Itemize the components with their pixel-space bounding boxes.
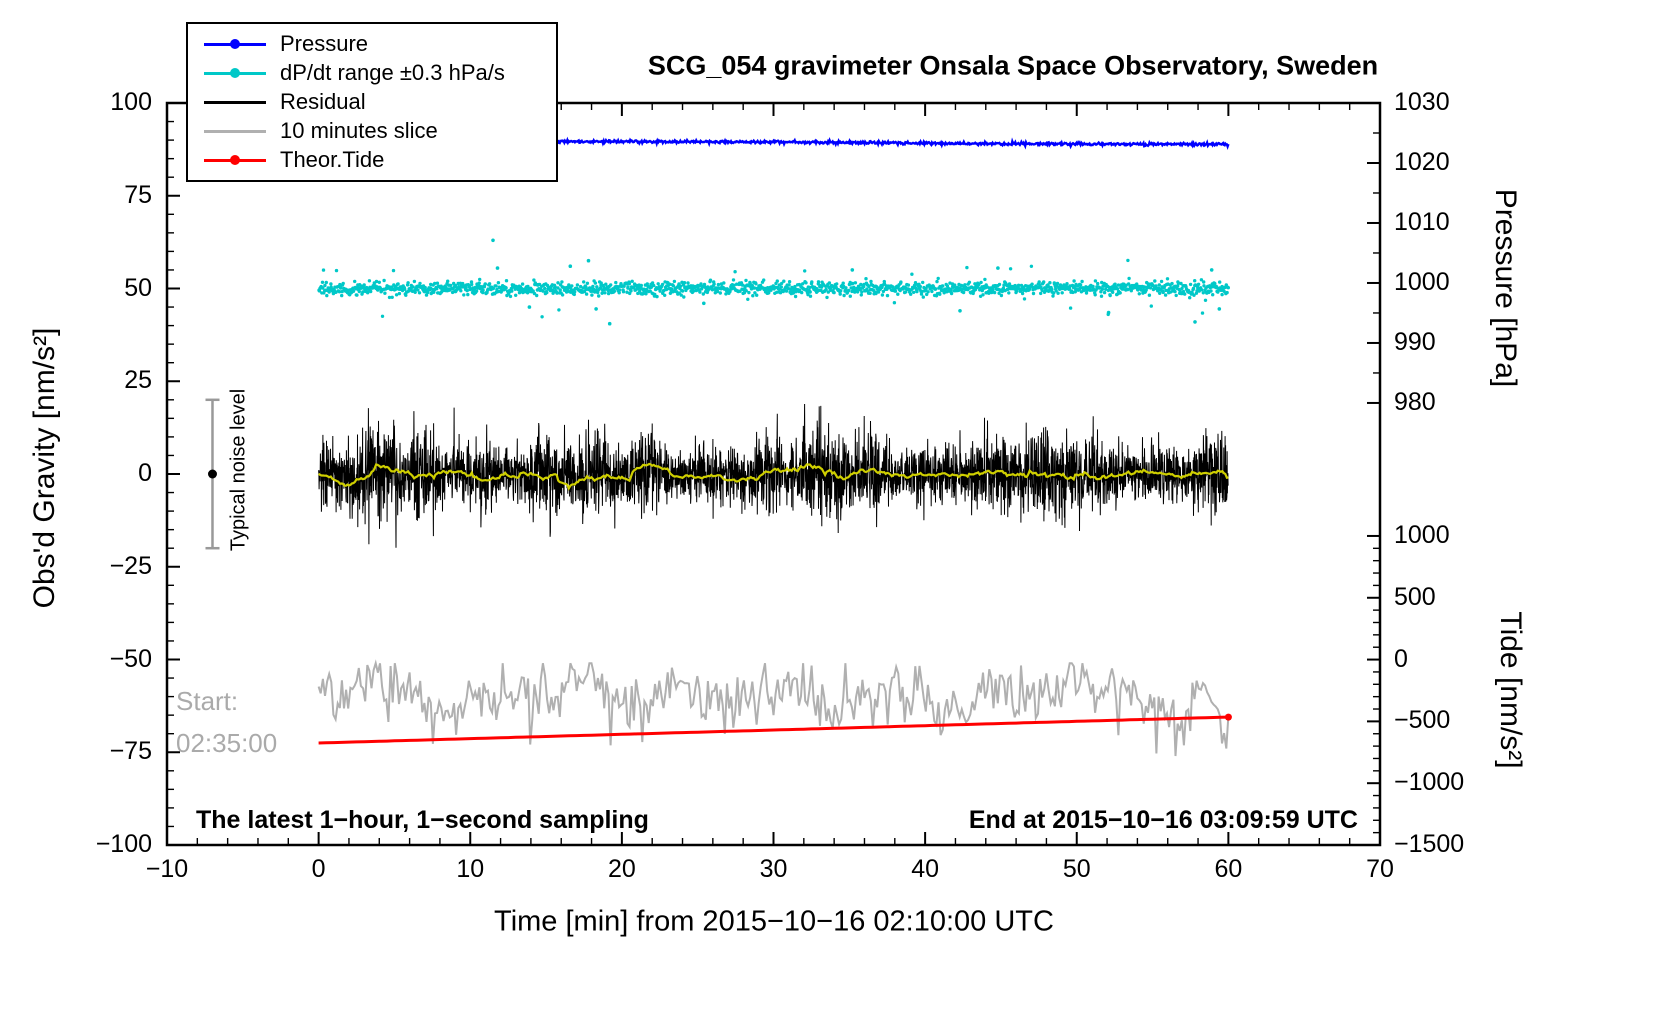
- y-left-tick-label: −75: [109, 737, 152, 766]
- tide-tick-label: −500: [1394, 706, 1451, 735]
- end-time-annotation: End at 2015−10−16 03:09:59 UTC: [968, 806, 1358, 834]
- y-left-tick-label: 50: [124, 273, 152, 302]
- x-tick-label: 0: [311, 855, 326, 883]
- tide-tick-label: 1000: [1394, 520, 1450, 549]
- y-axis-label-pressure: Pressure [hPa]: [1489, 188, 1522, 388]
- y-left-tick-label: 0: [138, 459, 152, 487]
- residual-smoothed-series: [317, 462, 1229, 491]
- y-left-tick-label: −100: [95, 830, 152, 858]
- start-time-value: 02:35:00: [176, 728, 278, 758]
- legend-item-label: dP/dt range ±0.3 hPa/s: [280, 60, 505, 86]
- sampling-annotation: The latest 1−hour, 1−second sampling: [196, 806, 649, 834]
- legend-item: Pressure: [188, 30, 556, 58]
- legend-item: Residual: [188, 88, 556, 116]
- legend-item-label: Theor.Tide: [280, 146, 385, 172]
- tide-tick-label: −1000: [1394, 768, 1465, 797]
- y-left-tick-label: −50: [109, 644, 152, 673]
- x-tick-label: 20: [607, 855, 636, 883]
- pressure-tick-label: 1030: [1394, 88, 1450, 116]
- residual-series: [318, 403, 1229, 548]
- y-axis-label-gravity: Obs'd Gravity [nm/s²]: [28, 327, 61, 609]
- y-left-tick-label: 25: [124, 366, 152, 395]
- tide-tick-label: −1500: [1394, 830, 1465, 858]
- page-title: SCG_054 gravimeter Onsala Space Observat…: [647, 50, 1379, 81]
- legend-item: 10 minutes slice: [188, 117, 556, 145]
- ten-minutes-slice-series: [317, 659, 1230, 757]
- legend-marker-icon: [204, 153, 266, 167]
- y-axis-label-tide: Tide [nm/s²]: [1494, 611, 1527, 769]
- x-tick-label: −10: [145, 855, 189, 883]
- series-layer: [317, 133, 1232, 757]
- legend-item-label: 10 minutes slice: [280, 117, 438, 143]
- pressure-tick-label: 1020: [1394, 147, 1450, 176]
- x-tick-label: 30: [759, 855, 788, 883]
- dpdt-range-series: [317, 238, 1231, 326]
- legend-item-label: Residual: [280, 88, 366, 114]
- x-tick-label: 40: [911, 855, 940, 883]
- plot-frame: [165, 101, 1382, 847]
- x-tick-label: 70: [1366, 855, 1394, 883]
- tide-tick-label: 0: [1394, 644, 1408, 673]
- legend-marker-icon: [204, 37, 266, 51]
- y-left-tick-label: 75: [124, 180, 152, 209]
- legend: Pressure dP/dt range ±0.3 hPa/s Residual 10…: [186, 22, 558, 182]
- x-tick-label: 10: [456, 855, 485, 883]
- legend-item: dP/dt range ±0.3 hPa/s: [188, 59, 556, 87]
- theor-tide-series: [318, 715, 1229, 745]
- legend-marker-icon: [204, 66, 266, 80]
- legend-item: Theor.Tide: [188, 146, 556, 174]
- pressure-tick-label: 1000: [1394, 267, 1450, 296]
- y-left-tick-label: 100: [110, 88, 152, 116]
- y-left-tick-label: −25: [109, 551, 152, 580]
- x-tick-label: 50: [1062, 855, 1091, 883]
- start-time-annotation: Start: 02:35:00: [176, 680, 277, 764]
- legend-marker-icon: [204, 124, 266, 138]
- x-axis-label: Time [min] from 2015−10−16 02:10:00 UTC: [494, 905, 1054, 938]
- theor-tide-end-dot: [1224, 713, 1232, 721]
- typical-noise-level-label: Typical noise level: [227, 388, 250, 552]
- pressure-tick-label: 1010: [1394, 207, 1450, 236]
- legend-marker-icon: [204, 95, 266, 109]
- pressure-tick-label: 990: [1394, 327, 1436, 356]
- start-label: Start:: [176, 686, 239, 716]
- pressure-tick-label: 980: [1394, 387, 1436, 416]
- legend-item-label: Pressure: [280, 31, 369, 57]
- tide-tick-label: 500: [1394, 582, 1436, 611]
- noise-errorbar-dot: [207, 469, 217, 479]
- x-tick-label: 60: [1214, 855, 1243, 883]
